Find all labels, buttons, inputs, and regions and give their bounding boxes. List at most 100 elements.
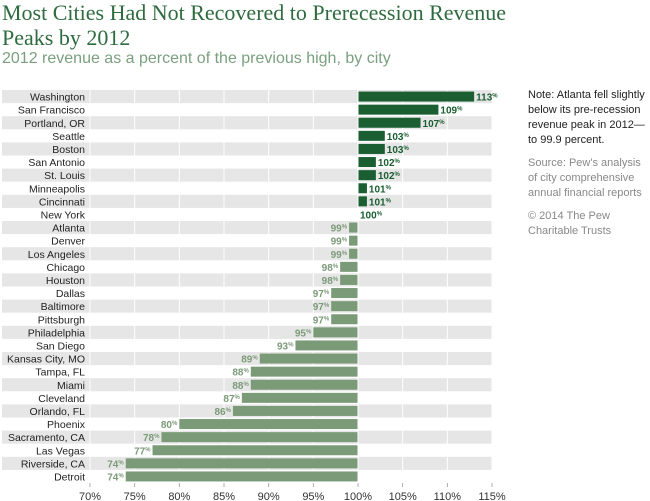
category-label: Baltimore [41,301,86,313]
bar [331,288,358,299]
category-label: Atlanta [52,223,85,235]
row-band [2,325,492,339]
category-label: Las Vegas [36,445,85,457]
value-label: 74% [107,472,124,483]
x-tick-label: 115% [478,491,506,501]
x-tick-label: 90% [258,491,280,501]
category-label: Philadelphia [28,327,85,339]
category-label: Boston [52,144,85,156]
category-label: St. Louis [44,170,85,182]
category-label: Phoenix [47,419,86,431]
bar [358,183,367,194]
bar [349,248,358,259]
bar [152,445,358,456]
value-label: 78% [143,433,160,444]
chart-subtitle: 2012 revenue as a percent of the previou… [2,50,391,67]
value-label: 98% [322,263,339,274]
category-label: Cleveland [38,393,85,405]
value-label: 99% [331,237,348,248]
category-label: Portland, OR [24,118,85,130]
bar [179,419,358,430]
bar [358,130,385,141]
bar [358,91,475,102]
category-label: Kansas City, MO [7,354,85,366]
category-label: Miami [57,380,85,392]
bar [358,117,421,128]
category-label: Seattle [52,131,85,143]
bar [250,379,358,390]
value-label: 98% [322,276,339,287]
bar [340,261,358,272]
value-label: 87% [223,394,240,405]
x-tick-label: 85% [213,491,235,501]
source-note: Source: Pew's analysis of city comprehen… [528,157,642,199]
row-band [2,221,492,235]
x-tick-label: 75% [124,491,146,501]
value-label: 88% [232,381,249,392]
bar [259,353,358,364]
value-label: 107% [423,119,446,130]
value-label: 99% [331,224,348,235]
value-label: 102% [378,171,401,182]
value-label: 103% [387,132,410,143]
category-label: Houston [46,275,85,287]
bar [161,432,358,443]
category-label: Riverside, CA [21,458,85,470]
value-label: 113% [476,93,498,104]
category-label: San Francisco [18,105,85,117]
bar [125,471,358,482]
bar [295,340,358,351]
bar [331,301,358,312]
bar [358,170,376,181]
bar [232,405,358,416]
bar [349,222,358,233]
bar [358,104,439,115]
row-band [2,247,492,261]
value-label: 95% [295,328,312,339]
value-label: 89% [241,355,258,366]
category-label: Sacramento, CA [8,432,85,444]
value-label: 109% [440,106,463,117]
value-label: 103% [387,145,410,156]
value-label: 97% [313,302,330,313]
category-label: Cincinnati [39,196,85,208]
category-label: New York [41,209,86,221]
category-label: Washington [30,92,85,104]
value-label: 97% [313,315,330,326]
category-label: Los Angeles [28,249,85,261]
bar [358,196,367,207]
value-label: 97% [313,289,330,300]
row-band [2,352,492,366]
chart-note: Note: Atlanta fell slightly below its pr… [528,89,645,146]
x-tick-label: 100% [344,491,372,501]
bar [358,143,385,154]
category-label: San Antonio [28,157,85,169]
row-band [2,378,492,392]
category-label: Detroit [54,471,85,483]
bar [241,392,358,403]
x-tick-label: 95% [302,491,324,501]
bar [349,235,358,246]
bar [313,327,358,338]
value-label: 88% [232,368,249,379]
category-label: Tampa, FL [35,367,85,379]
value-label: 101% [369,197,392,208]
value-label: 99% [331,250,348,261]
bar [125,458,358,469]
chart-title: Most Cities Had Not Recovered to Prerece… [2,0,507,50]
row-band [2,194,492,208]
copyright-note: © 2014 The Pew Charitable Trusts [528,210,612,237]
category-label: Denver [51,236,85,248]
x-tick-label: 110% [434,491,462,501]
notes-panel: Note: Atlanta fell slightly below its pr… [528,88,648,239]
row-band [2,299,492,313]
value-label: 80% [161,420,178,431]
bar [250,366,358,377]
value-label: 100% [360,210,383,221]
row-band [2,273,492,287]
category-label: Minneapolis [29,183,85,195]
x-tick-label: 80% [168,491,190,501]
value-label: 93% [277,341,294,352]
bar [358,157,376,168]
